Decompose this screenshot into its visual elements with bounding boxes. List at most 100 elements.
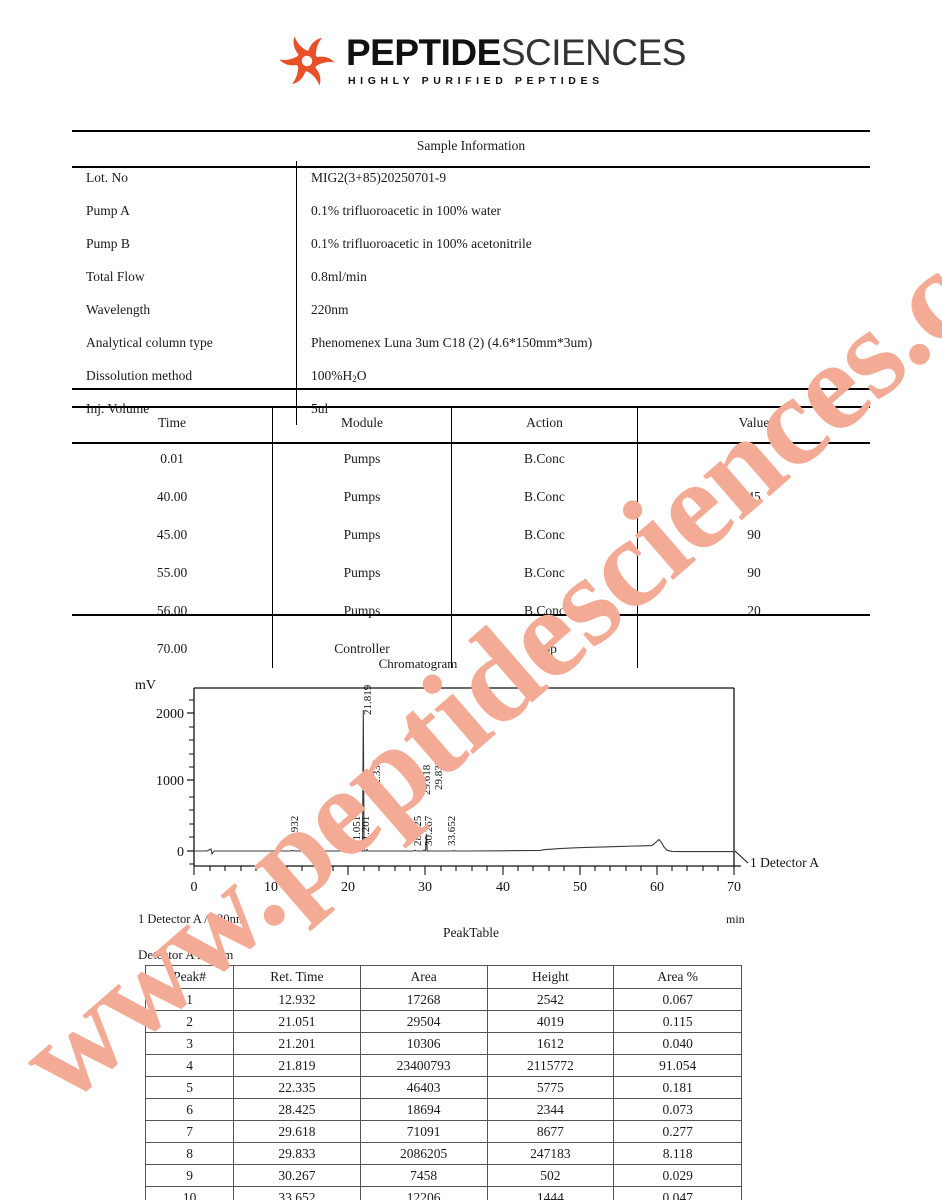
svg-text:40: 40 (496, 880, 510, 895)
peak-label: 28.425 (412, 815, 424, 846)
peak-table: Peak# Ret. Time Area Height Area % 1 12.… (144, 965, 742, 1200)
y-axis-tick-labels: 0 1000 2000 (156, 707, 184, 860)
row-label: Inj. Volume (86, 400, 150, 416)
sample-information-table: Lot. No MIG2(3+85)20250701-9 Pump A 0.1%… (72, 161, 870, 425)
svg-text:0: 0 (191, 880, 198, 895)
cell-value: 20 (637, 592, 870, 630)
brand-title: PEPTIDESCIENCES (346, 34, 686, 72)
cell-action: B.Conc (451, 554, 638, 592)
table-row: 9 30.267 7458 502 0.029 (144, 1164, 742, 1187)
peak-label: 30.267 (423, 815, 435, 846)
cell-action: B.Conc (451, 478, 638, 516)
table-row: 56.00 Pumps B.Conc 20 (72, 592, 870, 630)
cell-height: 2542 (486, 988, 615, 1011)
plot-frame (193, 687, 735, 866)
col-header-rettime: Ret. Time (233, 965, 361, 989)
cell-height: 8677 (486, 1120, 615, 1143)
cell-area: 10306 (359, 1032, 488, 1055)
svg-text:1000: 1000 (156, 774, 184, 789)
peak-table-section: PeakTable Detector A 220nm Peak# Ret. Ti… (0, 925, 942, 1200)
peak-labels: 12.932 21.051 21.201 21.819 22.335 28.42… (289, 684, 458, 846)
cell-value (637, 630, 870, 668)
cell-rettime: 33.652 (233, 1186, 361, 1200)
cell-areapct: 0.047 (613, 1186, 742, 1200)
cell-module: Controller (272, 630, 452, 668)
cell-area: 17268 (359, 988, 488, 1011)
cell-peak: 1 (144, 988, 235, 1011)
cell-peak: 10 (144, 1186, 235, 1200)
cell-areapct: 0.029 (613, 1164, 742, 1187)
cell-value: 45 (637, 478, 870, 516)
cell-time: 55.00 (156, 565, 188, 580)
chromatogram-trace (194, 709, 734, 856)
table-row: 5 22.335 46403 5775 0.181 (144, 1076, 742, 1099)
col-header-value: Value (637, 406, 870, 440)
table-row: Analytical column type Phenomenex Luna 3… (72, 326, 870, 359)
col-header-time: Time (157, 415, 186, 430)
cell-rettime: 12.932 (233, 988, 361, 1011)
peak-label: 12.932 (289, 816, 301, 846)
cell-peak: 5 (144, 1076, 235, 1099)
y-axis-major-ticks (187, 712, 194, 852)
table-row: 55.00 Pumps B.Conc 90 (72, 554, 870, 592)
chromatogram-title: Chromatogram (378, 656, 458, 671)
table-row: 70.00 Controller Stop (72, 630, 870, 668)
cell-areapct: 0.181 (613, 1076, 742, 1099)
row-value: 0.1% trifluoroacetic in 100% acetonitril… (296, 227, 870, 260)
svg-text:30: 30 (418, 880, 432, 895)
brand-wordmark: PEPTIDESCIENCES HIGHLY PURIFIED PEPTIDES (346, 34, 686, 88)
cell-action: B.Conc (451, 592, 638, 630)
cell-area: 18694 (359, 1098, 488, 1121)
cell-area: 7458 (359, 1164, 488, 1187)
cell-rettime: 28.425 (233, 1098, 361, 1121)
svg-text:2000: 2000 (156, 707, 184, 722)
rule-top (72, 406, 870, 408)
col-header-module: Module (272, 406, 452, 440)
table-row: Pump B 0.1% trifluoroacetic in 100% acet… (72, 227, 870, 260)
cell-areapct: 0.073 (613, 1098, 742, 1121)
svg-text:20: 20 (341, 880, 355, 895)
brand-tagline: HIGHLY PURIFIED PEPTIDES (348, 75, 604, 87)
swirl-pinwheel-icon (279, 36, 335, 86)
cell-value: 20 (637, 440, 870, 478)
row-label: Lot. No (86, 169, 128, 185)
cell-areapct: 0.277 (613, 1120, 742, 1143)
y-axis-minor-ticks (189, 699, 194, 865)
cell-module: Pumps (272, 440, 452, 478)
table-row: 1 12.932 17268 2542 0.067 (144, 988, 742, 1011)
cell-areapct: 91.054 (613, 1054, 742, 1077)
cell-height: 2115772 (486, 1054, 615, 1077)
row-label: Pump A (86, 202, 130, 218)
row-value: 0.8ml/min (296, 260, 870, 293)
cell-peak: 3 (144, 1032, 235, 1055)
chromatogram-section: Chromatogram mV min (0, 650, 942, 940)
cell-rettime: 29.618 (233, 1120, 361, 1143)
time-program-body: 0.01 Pumps B.Conc 20 40.00 Pumps B.Conc … (72, 440, 870, 668)
table-row: 2 21.051 29504 4019 0.115 (144, 1010, 742, 1033)
detector-footer-label: 1 Detector A / 220nm (138, 912, 246, 926)
table-header-row: Peak# Ret. Time Area Height Area % (144, 965, 742, 989)
cell-module: Pumps (272, 516, 452, 554)
cell-rettime: 21.051 (233, 1010, 361, 1033)
table-row: 3 21.201 10306 1612 0.040 (144, 1032, 742, 1055)
rule-top (72, 130, 870, 132)
rule-bottom (72, 614, 870, 616)
svg-text:10: 10 (264, 880, 278, 895)
table-row: 45.00 Pumps B.Conc 90 (72, 516, 870, 554)
svg-text:0: 0 (177, 845, 184, 860)
table-row: 0.01 Pumps B.Conc 20 (72, 440, 870, 478)
peak-label: 33.652 (446, 816, 458, 846)
time-program-section: Time Module Action Value 0.01 Pumps B.Co… (72, 406, 870, 668)
table-row: 4 21.819 23400793 2115772 91.054 (144, 1054, 742, 1077)
cell-module: Pumps (272, 478, 452, 516)
cell-rettime: 29.833 (233, 1142, 361, 1165)
peak-table-detector-label: Detector A 220nm (138, 947, 234, 962)
peak-label: 21.051 (351, 816, 363, 846)
table-row: 8 29.833 2086205 247183 8.118 (144, 1142, 742, 1165)
cell-height: 247183 (486, 1142, 615, 1165)
col-header-peak: Peak# (144, 965, 235, 989)
cell-action: Stop (451, 630, 638, 668)
col-header-area: Area (359, 965, 488, 989)
col-header-areapct: Area % (613, 965, 742, 989)
cell-height: 1612 (486, 1032, 615, 1055)
